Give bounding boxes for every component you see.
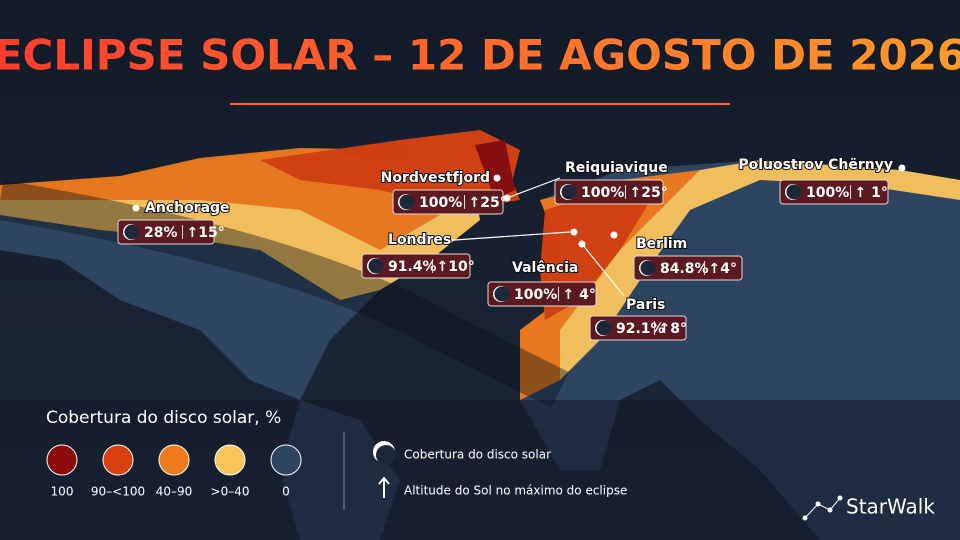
coverage-icon-shadow [640,260,656,276]
city-name: Poluostrov Chërnyy [738,157,893,173]
coverage-icon-shadow [561,184,577,200]
eclipse-bands [0,130,960,400]
city-marker: Londres 91.4% ↑10° [361,228,578,279]
title: ECLIPSE SOLAR – 12 DE AGOSTO DE 2026 [0,31,960,80]
city-name: Paris [626,297,665,313]
coverage: 100% [514,287,557,303]
city-dot [610,231,618,239]
city-dot [570,264,578,272]
city-box [117,219,215,245]
legend-symbol: Altitude do Sol no máximo do eclipse [404,484,627,498]
coverage: 91.4% [388,259,437,275]
city-name: Nordvestfjord [381,170,490,186]
altitude: ↑ 4° [563,287,596,303]
city-dot [493,174,501,182]
city-name: Reiquiavique [565,160,668,176]
legend-swatch [214,444,246,476]
coverage: 100% [581,185,624,201]
leader-line [439,231,571,242]
coverage-icon-shadow [494,286,510,302]
altitude: ↑15° [187,225,225,241]
legend-label: 40–90 [156,485,193,499]
city-marker: Nordvestfjord 100% ↑25° [380,169,507,215]
city-name: Anchorage [145,200,230,216]
coverage: 100% [419,195,462,211]
coverage: 28% [144,225,178,241]
coverage: 100% [806,185,849,201]
city-marker: Reiquiavique 100% ↑25° [503,159,669,205]
city-box [487,281,597,307]
city-box [392,189,504,215]
coverage-icon-shadow [368,258,384,274]
city-marker: Valência 100% ↑ 4° [487,259,597,307]
arrow-icon [378,476,390,498]
legend-label: 90–<100 [91,485,145,499]
city-dot [132,204,140,212]
legend-backdrop [0,400,960,540]
coverage-icon-shadow [124,224,140,240]
city-box [554,179,664,205]
legend-swatch [46,444,78,476]
legend-swatch [158,444,190,476]
coverage-icon-shadow [596,320,612,336]
city-box [779,179,889,205]
city-box [633,255,743,281]
city-marker: Poluostrov Chërnyy 100% ↑ 1° [737,156,906,205]
legend-swatch [102,444,134,476]
legend-swatch [270,444,302,476]
city-name: Valência [512,260,578,276]
city-marker: Berlim 84.8% ↑4° [610,231,743,281]
altitude: ↑8° [659,321,687,337]
leader-line [581,243,625,297]
city-box [361,253,471,279]
brand-icon [802,495,843,521]
city-name: Londres [388,232,451,248]
leader-line [506,177,561,199]
coverage-icon-shadow [786,184,802,200]
city-dot [898,164,906,172]
altitude: ↑ 1° [855,185,888,201]
altitude: ↑25° [469,195,507,211]
legend-label: >0–40 [211,485,250,499]
altitude: ↑25° [630,185,668,201]
city-marker: Paris 92.1%↑8° [578,240,687,341]
city-dot [503,194,511,202]
coverage-icon-shadow [399,194,415,210]
coverage: 92.1% [616,321,665,337]
legend-title: Cobertura do disco solar, % [46,408,281,428]
city-marker: Anchorage 28% ↑15° [117,199,231,245]
legend-symbol: Cobertura do disco solar [404,448,551,462]
city-name: Berlim [636,236,687,252]
coverage: 84.8% [660,261,709,277]
city-dot [570,228,578,236]
moon-icon [373,441,396,465]
legend-label: 0 [282,485,290,499]
city-dot [578,240,586,248]
altitude: ↑4° [709,261,737,277]
legend-label: 100 [51,485,74,499]
altitude: ↑10° [437,259,475,275]
city-box [589,315,687,341]
brand: StarWalk [846,495,935,519]
